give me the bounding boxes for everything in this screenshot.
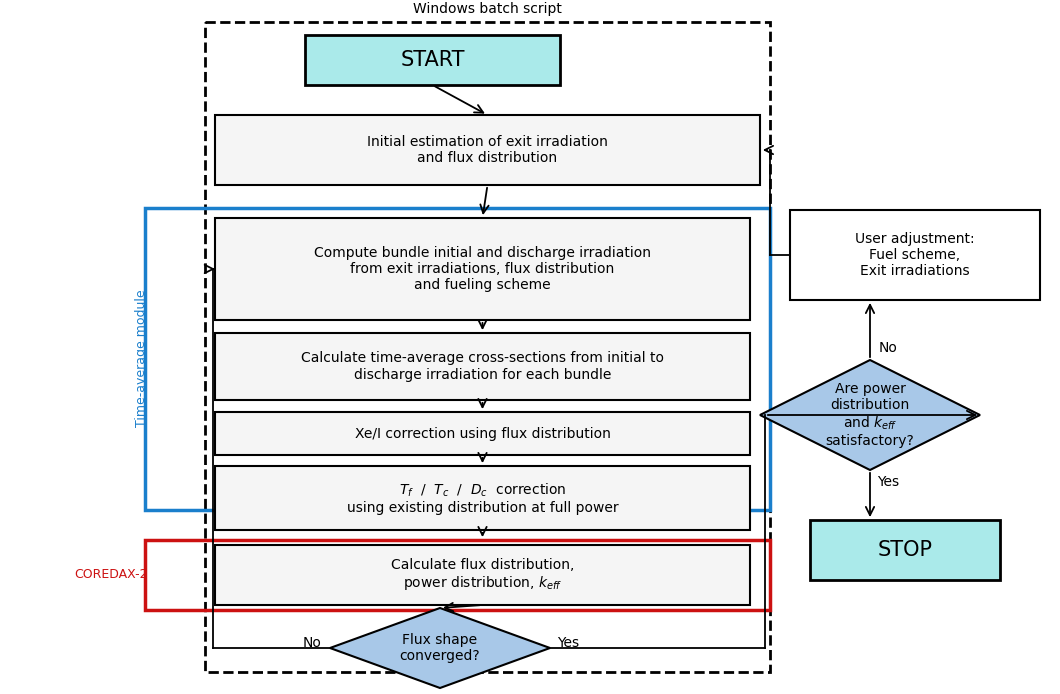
Bar	[215, 333, 750, 400]
Text: STOP: STOP	[878, 540, 933, 560]
Bar	[205, 22, 770, 672]
Text: Calculate time-average cross-sections from initial to
discharge irradiation for : Calculate time-average cross-sections fr…	[301, 351, 664, 382]
Text: Windows batch script: Windows batch script	[413, 2, 562, 16]
Text: Yes: Yes	[556, 636, 579, 650]
Text: Time-average module: Time-average module	[135, 289, 148, 427]
Text: COREDAX-2: COREDAX-2	[74, 568, 148, 582]
Polygon shape	[330, 608, 550, 688]
Text: Flux shape
converged?: Flux shape converged?	[400, 633, 480, 663]
Bar	[145, 540, 770, 610]
Text: $T_f$  /  $T_c$  /  $D_c$  correction
using existing distribution at full power: $T_f$ / $T_c$ / $D_c$ correction using e…	[347, 481, 618, 515]
Text: User adjustment:
Fuel scheme,
Exit irradiations: User adjustment: Fuel scheme, Exit irrad…	[855, 232, 975, 278]
Text: Calculate flux distribution,
power distribution, $k_{eff}$: Calculate flux distribution, power distr…	[391, 558, 575, 592]
Text: Yes: Yes	[877, 475, 899, 489]
Bar	[215, 545, 750, 605]
Bar	[215, 412, 750, 455]
Text: Xe/I correction using flux distribution: Xe/I correction using flux distribution	[354, 427, 611, 441]
Bar	[790, 210, 1040, 300]
Bar	[810, 520, 1000, 580]
Text: START: START	[401, 50, 464, 70]
Text: Initial estimation of exit irradiation
and flux distribution: Initial estimation of exit irradiation a…	[367, 135, 608, 165]
Bar	[215, 218, 750, 320]
Text: No: No	[302, 636, 321, 650]
Polygon shape	[760, 360, 980, 470]
Text: Are power
distribution
and $k_{eff}$
satisfactory?: Are power distribution and $k_{eff}$ sat…	[826, 382, 915, 448]
Bar	[215, 466, 750, 530]
Text: Compute bundle initial and discharge irradiation
from exit irradiations, flux di: Compute bundle initial and discharge irr…	[314, 246, 651, 292]
Bar	[215, 115, 760, 185]
Bar	[145, 208, 770, 510]
Text: No: No	[879, 341, 898, 355]
Bar	[305, 35, 560, 85]
